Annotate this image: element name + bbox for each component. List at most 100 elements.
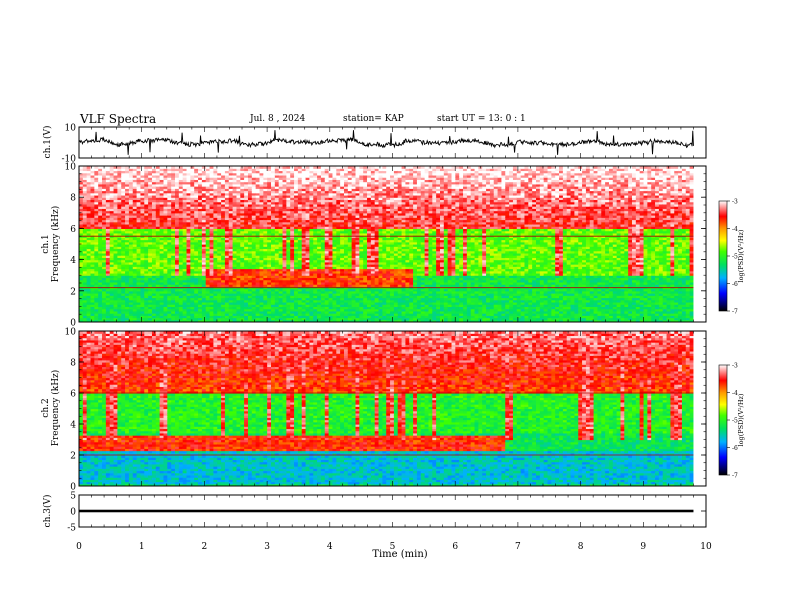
spectrogram-cell (267, 174, 272, 178)
spectrogram-cell (205, 170, 211, 174)
spectrogram-cell (247, 306, 253, 310)
spectrogram-cell (144, 319, 149, 322)
spectrogram-cell (198, 188, 203, 192)
spectrogram-cell (105, 293, 111, 296)
spectrogram-cell (232, 170, 238, 174)
spectrogram-cell (144, 237, 149, 241)
spectrogram-cell (155, 295, 161, 299)
spectrogram-cell (232, 317, 238, 321)
spectrogram-cell (305, 297, 311, 301)
spectrogram-cell (209, 186, 215, 189)
spectrogram-cell (90, 166, 95, 169)
spectrogram-cell (255, 181, 261, 185)
spectrogram-cell (125, 250, 130, 254)
spectrogram-cell (221, 270, 226, 274)
spectrogram-cell (79, 299, 84, 303)
spectrogram-cell (282, 177, 287, 180)
spectrogram-cell (190, 264, 195, 267)
spectrogram-cell (282, 237, 287, 241)
spectrogram-cell (224, 179, 230, 183)
spectrogram-cell (128, 264, 134, 267)
spectrogram-cell (136, 217, 142, 221)
spectrogram-cell (186, 275, 191, 279)
spectrogram-cell (201, 230, 207, 234)
spectrogram-cell (221, 177, 226, 180)
spectrogram-cell (136, 241, 142, 245)
spectrogram-cell (313, 201, 318, 205)
spectrogram-cell (290, 255, 295, 258)
spectrogram-cell (132, 221, 138, 225)
spectrogram-cell (263, 190, 268, 194)
spectrogram-cell (251, 201, 257, 205)
spectrogram-cell (190, 299, 195, 303)
spectrogram-cell (309, 246, 314, 250)
spectrogram-cell (105, 206, 111, 209)
spectrogram-cell (313, 319, 318, 322)
spectrogram-cell (151, 215, 157, 218)
spectrogram-cell (190, 217, 195, 221)
spectrogram-cell (159, 183, 165, 187)
spectrogram-cell (121, 315, 126, 319)
spectrogram-cell (136, 257, 142, 261)
spectrogram-cell (194, 257, 199, 261)
spectrogram-cell (86, 297, 92, 301)
spectrogram-cell (94, 295, 99, 299)
spectrogram-cell (102, 261, 107, 265)
spectrogram-cell (167, 244, 172, 247)
spectrogram-cell (205, 183, 211, 187)
spectrogram-cell (148, 261, 153, 265)
spectrogram-cell (224, 308, 230, 312)
spectrogram-cell (278, 257, 284, 261)
spectrogram-cell (90, 206, 95, 209)
spectrogram-cell (86, 186, 92, 189)
spectrogram-cell (175, 259, 180, 263)
spectrogram-cell (209, 270, 215, 274)
spectrogram-cell (309, 168, 314, 172)
spectrogram-cell (190, 279, 195, 283)
spectrogram-cell (286, 250, 291, 254)
spectrogram-cell (102, 199, 107, 203)
spectrogram-cell (263, 215, 268, 218)
spectrogram-cell (217, 299, 222, 303)
spectrogram-cell (136, 170, 142, 174)
spectrogram-cell (244, 246, 249, 250)
spectrogram-cell (171, 264, 176, 267)
spectrogram-cell (294, 275, 299, 279)
spectrogram-cell (259, 308, 264, 312)
spectrogram-cell (144, 221, 149, 225)
spectrogram-cell (102, 215, 107, 218)
spectrogram-cell (82, 255, 88, 258)
spectrogram-cell (267, 212, 272, 216)
spectrogram-cell (190, 268, 195, 272)
spectrogram-cell (151, 208, 157, 212)
spectrogram-cell (271, 206, 276, 209)
spectrogram-cell (190, 206, 195, 209)
spectrogram-cell (263, 250, 268, 254)
spectrogram-cell (117, 319, 122, 322)
spectrogram-cell (136, 192, 142, 196)
spectrogram-cell (232, 293, 238, 296)
spectrogram-cell (232, 290, 238, 294)
spectrogram-cell (194, 166, 199, 169)
spectrogram-cell (271, 210, 276, 214)
spectrogram-cell (240, 197, 245, 201)
spectrogram-cell (232, 197, 238, 201)
spectrogram-cell (163, 244, 168, 247)
spectrogram-cell (194, 177, 199, 180)
spectrogram-cell (86, 199, 92, 203)
spectrogram-cell (178, 194, 184, 198)
spectrogram-cell (267, 203, 272, 207)
spectrogram-cell (113, 304, 118, 307)
spectrogram-cell (186, 304, 191, 307)
spectrogram-cell (236, 297, 241, 301)
spectrogram-cell (90, 297, 95, 301)
spectrogram-cell (263, 281, 268, 285)
spectrogram-cell (305, 315, 311, 319)
spectrogram-cell (309, 228, 314, 232)
spectrogram-cell (171, 237, 176, 241)
spectrogram-cell (167, 301, 172, 305)
spectrogram-cell (128, 250, 134, 254)
spectrogram-cell (259, 264, 264, 267)
spectrogram-cell (290, 268, 295, 272)
spectrogram-cell (263, 197, 268, 201)
